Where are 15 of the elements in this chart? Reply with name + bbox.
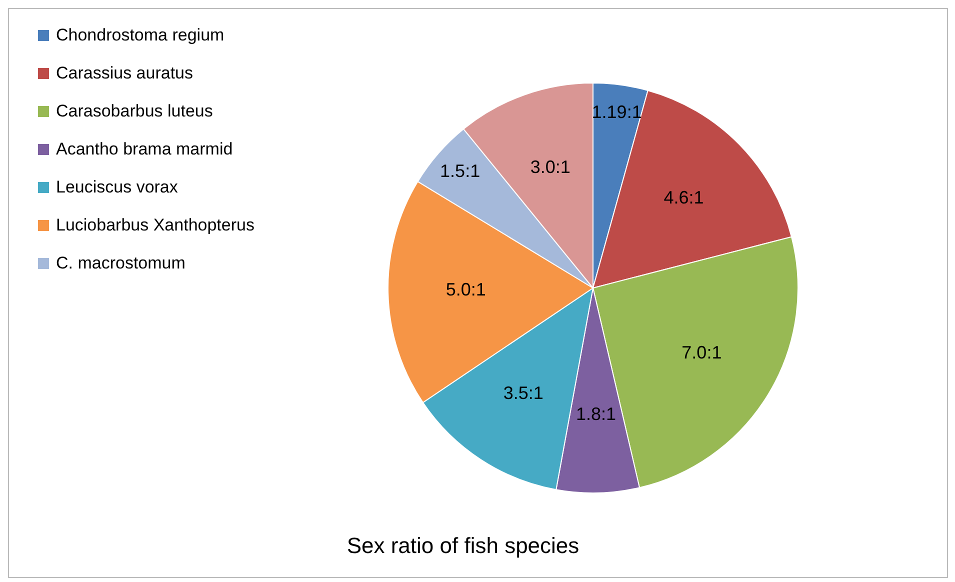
data-label: 3.5:1 [503,383,544,404]
data-label: 1.5:1 [440,160,480,181]
legend-label: Acantho brama marmid [56,139,233,158]
data-label: 1.8:1 [576,404,616,424]
legend-label: Carassius auratus [56,63,194,82]
data-label: 5.0:1 [446,280,486,300]
legend-label: Luciobarbus Xanthopterus [56,215,254,234]
text: Sex ratio of fish species [346,533,580,558]
data-label: 3.0:1 [530,156,570,177]
legend-label: Chondrostoma regium [56,25,224,44]
legend-label: Leuciscus vorax [56,177,178,196]
legend-label: Carasobarbus luteus [56,101,213,120]
legend-label: C. macrostomum [56,253,186,272]
data-label: 7.0:1 [682,342,722,363]
data-label: 4.6:1 [664,188,704,208]
